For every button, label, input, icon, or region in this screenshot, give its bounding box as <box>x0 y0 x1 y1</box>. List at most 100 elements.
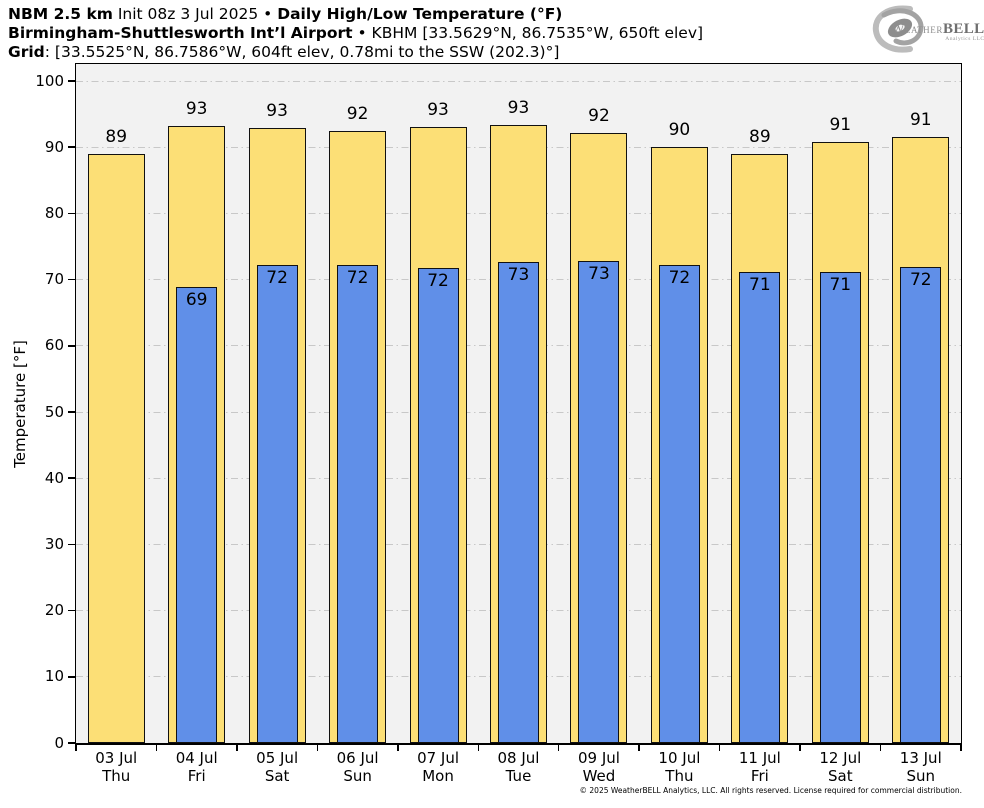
x-tick <box>799 745 801 751</box>
x-tick <box>557 745 560 751</box>
y-tick <box>68 543 75 546</box>
high-value-label: 93 <box>185 99 208 120</box>
y-tick-label: 70 <box>44 270 64 289</box>
low-bar: 69 <box>176 286 218 743</box>
hurricane-swirl-icon <box>872 5 924 53</box>
x-label-day: Fri <box>750 767 769 785</box>
gridline <box>76 80 961 82</box>
weatherbell-logo: WeatherBELL Analytics LLC <box>870 4 984 56</box>
x-category-label: 06 Jul Sun <box>317 749 397 785</box>
y-tick-label: 30 <box>44 534 64 553</box>
y-tick-label: 100 <box>35 71 64 90</box>
low-bar: 72 <box>337 265 379 743</box>
x-category-label: 08 Jul Tue <box>478 749 558 785</box>
x-tick <box>397 745 399 751</box>
y-tick-label: 40 <box>44 468 64 487</box>
x-tick <box>638 745 640 751</box>
grid-label: Grid <box>8 43 45 61</box>
x-label-day: Wed <box>582 767 616 785</box>
title-line-3: Grid: [33.5525°N, 86.7586°W, 604ft elev,… <box>8 43 703 62</box>
plot-area: 0 10 20 30 40 50 60 70 80 90 100 89 03 Jul Thu 93 69 04 … <box>35 63 962 785</box>
x-tick <box>316 745 319 751</box>
low-bar: 72 <box>658 265 700 743</box>
x-category-label: 13 Jul Sun <box>881 749 961 785</box>
y-tick-label: 10 <box>44 667 64 686</box>
x-category-label: 09 Jul Wed <box>559 749 639 785</box>
x-label-day: Sun <box>906 767 936 785</box>
high-value-label: 92 <box>588 106 610 127</box>
x-label-day: Sat <box>828 767 853 785</box>
x-tick <box>960 745 962 751</box>
logo-text: WeatherBELL Analytics LLC <box>892 20 984 42</box>
title-line-1: NBM 2.5 km Init 08z 3 Jul 2025 • Daily H… <box>8 5 703 24</box>
y-tick-label: 0 <box>54 733 64 752</box>
chart-header: NBM 2.5 km Init 08z 3 Jul 2025 • Daily H… <box>8 5 703 62</box>
y-tick-label: 60 <box>44 336 64 355</box>
copyright-text: © 2025 WeatherBELL Analytics, LLC. All r… <box>579 786 962 795</box>
x-category-label: 11 Jul Fri <box>720 749 800 785</box>
x-label-day: Fri <box>187 767 206 785</box>
init-time: Init 08z 3 Jul 2025 • <box>112 5 278 23</box>
x-category-label: 03 Jul Thu <box>76 749 156 785</box>
y-tick <box>68 477 75 479</box>
y-tick-label: 20 <box>44 601 64 620</box>
low-bar: 73 <box>578 261 620 743</box>
y-tick <box>68 212 75 215</box>
x-label-date: 07 Jul <box>417 749 460 767</box>
high-value-label: 93 <box>427 99 449 120</box>
high-bar <box>87 153 145 743</box>
x-label-date: 09 Jul <box>577 749 620 767</box>
low-bar: 72 <box>417 267 459 743</box>
logo-bell: BELL <box>942 21 984 37</box>
y-tick <box>68 411 75 413</box>
y-tick <box>68 609 75 612</box>
x-tick <box>75 745 77 751</box>
x-category-label: 05 Jul Sat <box>237 749 317 785</box>
station-name: Birmingham-Shuttlesworth Int’l Airport <box>8 24 353 42</box>
low-bar: 73 <box>498 262 539 743</box>
x-label-date: 08 Jul <box>497 749 540 767</box>
x-tick <box>879 745 882 751</box>
x-category-label: 10 Jul Thu <box>639 749 719 785</box>
x-label-date: 10 Jul <box>658 749 701 767</box>
high-value-label: 89 <box>105 126 128 147</box>
x-label-day: Thu <box>102 767 131 785</box>
x-tick <box>155 745 158 751</box>
y-tick <box>68 742 75 744</box>
high-value-label: 91 <box>829 114 852 135</box>
x-label-day: Thu <box>665 767 694 785</box>
model-name: NBM 2.5 km <box>8 5 113 23</box>
y-tick-label: 80 <box>44 203 64 222</box>
x-tick <box>236 745 238 751</box>
y-tick <box>68 278 75 281</box>
high-value-label: 92 <box>346 103 369 124</box>
x-category-label: 12 Jul Sat <box>800 749 880 785</box>
x-label-date: 12 Jul <box>819 749 862 767</box>
x-tick <box>477 745 480 751</box>
logo-subtitle: Analytics LLC <box>945 36 984 42</box>
high-value-label: 93 <box>507 97 530 118</box>
low-bar: 72 <box>900 267 942 743</box>
high-value-label: 91 <box>909 110 932 131</box>
y-tick <box>68 345 75 347</box>
x-label-day: Sun <box>343 767 372 785</box>
x-category-label: 04 Jul Fri <box>156 749 236 785</box>
y-tick-label: 50 <box>44 402 64 421</box>
high-value-label: 93 <box>266 101 288 122</box>
grid-coords: : [33.5525°N, 86.7586°W, 604ft elev, 0.7… <box>44 43 560 61</box>
y-tick <box>68 676 75 678</box>
x-label-date: 06 Jul <box>336 749 379 767</box>
x-label-date: 05 Jul <box>256 749 299 767</box>
x-label-date: 13 Jul <box>899 749 942 767</box>
x-label-date: 04 Jul <box>175 749 218 767</box>
y-tick-label: 90 <box>44 137 64 156</box>
x-label-day: Sat <box>264 767 290 785</box>
x-label-date: 11 Jul <box>738 749 781 767</box>
low-bar: 71 <box>739 271 781 743</box>
low-bar: 72 <box>256 265 298 743</box>
logo-weather: Weather <box>892 21 943 36</box>
x-label-day: Tue <box>505 767 532 785</box>
x-tick <box>718 745 721 751</box>
high-value-label: 89 <box>749 127 771 148</box>
title-line-2: Birmingham-Shuttlesworth Int’l Airport •… <box>8 24 703 43</box>
